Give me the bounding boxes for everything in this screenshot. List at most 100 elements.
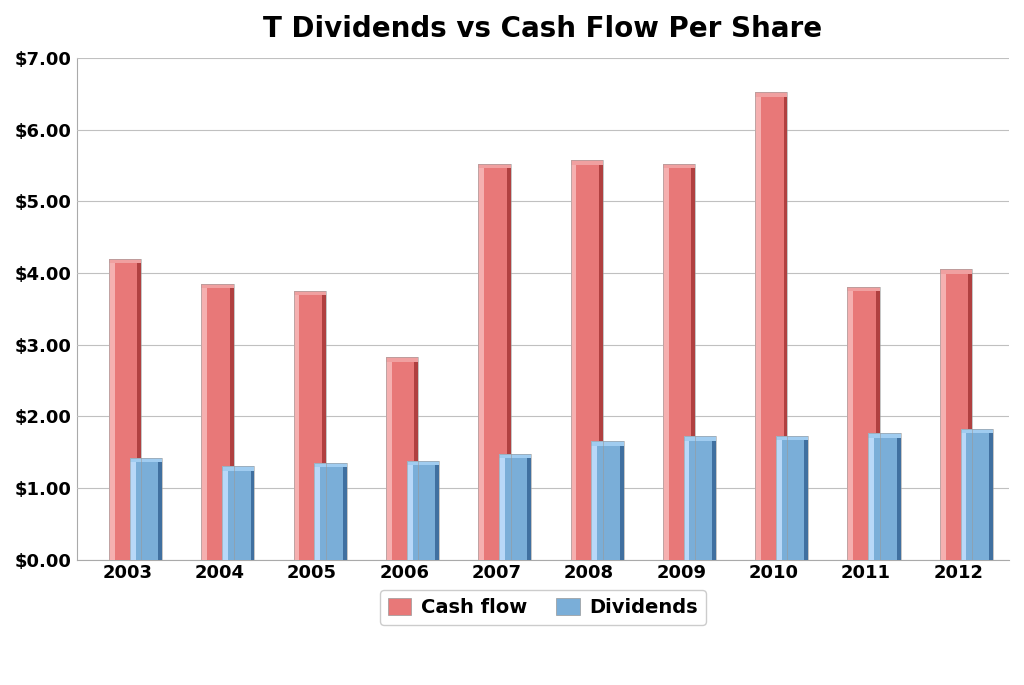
Bar	[684, 436, 689, 560]
Bar	[478, 164, 511, 560]
Bar	[407, 460, 439, 560]
Bar	[499, 454, 531, 458]
Bar	[663, 164, 695, 169]
Bar	[435, 460, 439, 560]
Bar	[776, 436, 808, 440]
Bar	[314, 463, 343, 560]
Bar	[940, 269, 969, 560]
Bar	[386, 358, 415, 560]
Bar	[130, 458, 159, 560]
Bar	[386, 358, 418, 560]
Bar	[876, 287, 880, 560]
Bar	[570, 160, 599, 560]
Bar	[755, 92, 787, 97]
Bar	[323, 290, 326, 560]
Bar	[961, 429, 967, 560]
Bar	[684, 436, 716, 440]
Bar	[591, 441, 597, 560]
Bar	[202, 284, 233, 560]
Bar	[663, 164, 669, 560]
Bar	[109, 258, 141, 263]
Bar	[755, 92, 761, 560]
Bar	[961, 429, 993, 560]
Bar	[570, 160, 577, 560]
Bar	[407, 460, 435, 560]
Bar	[130, 458, 162, 462]
Bar	[130, 458, 162, 560]
Bar	[848, 287, 880, 560]
Bar	[897, 434, 900, 560]
Bar	[868, 434, 900, 560]
Bar	[478, 164, 484, 560]
Bar	[940, 269, 945, 560]
Legend: Cash flow, Dividends: Cash flow, Dividends	[380, 590, 706, 625]
Bar	[314, 463, 321, 560]
Bar	[386, 358, 418, 362]
Bar	[407, 460, 413, 560]
Bar	[691, 164, 695, 560]
Bar	[848, 287, 876, 560]
Bar	[415, 358, 418, 560]
Bar	[222, 466, 251, 560]
Bar	[755, 92, 783, 560]
Bar	[868, 434, 900, 438]
Bar	[969, 269, 972, 560]
Bar	[527, 454, 531, 560]
Bar	[222, 466, 254, 560]
Bar	[848, 287, 853, 560]
Bar	[478, 164, 511, 169]
Bar	[294, 290, 326, 560]
Bar	[343, 463, 347, 560]
Bar	[507, 164, 511, 560]
Bar	[294, 290, 323, 560]
Bar	[961, 429, 993, 434]
Bar	[137, 258, 141, 560]
Bar	[109, 258, 115, 560]
Bar	[776, 436, 805, 560]
Bar	[591, 441, 624, 445]
Bar	[663, 164, 695, 560]
Bar	[570, 160, 603, 560]
Bar	[805, 436, 808, 560]
Bar	[294, 290, 326, 295]
Bar	[314, 463, 347, 560]
Bar	[202, 284, 229, 560]
Bar	[961, 429, 989, 560]
Bar	[478, 164, 507, 560]
Bar	[848, 287, 880, 292]
Bar	[776, 436, 781, 560]
Bar	[663, 164, 691, 560]
Bar	[251, 466, 254, 560]
Bar	[620, 441, 624, 560]
Bar	[202, 284, 207, 560]
Bar	[940, 269, 972, 273]
Bar	[109, 258, 137, 560]
Bar	[294, 290, 299, 560]
Bar	[591, 441, 624, 560]
Bar	[684, 436, 712, 560]
Bar	[222, 466, 228, 560]
Bar	[940, 269, 972, 560]
Bar	[868, 434, 897, 560]
Bar	[314, 463, 347, 467]
Bar	[684, 436, 716, 560]
Bar	[591, 441, 620, 560]
Bar	[783, 92, 787, 560]
Bar	[407, 460, 439, 465]
Bar	[202, 284, 233, 288]
Bar	[130, 458, 135, 560]
Bar	[499, 454, 505, 560]
Bar	[109, 258, 141, 560]
Bar	[499, 454, 531, 560]
Bar	[570, 160, 603, 164]
Bar	[159, 458, 162, 560]
Bar	[868, 434, 874, 560]
Bar	[229, 284, 233, 560]
Bar	[755, 92, 787, 560]
Bar	[989, 429, 993, 560]
Title: T Dividends vs Cash Flow Per Share: T Dividends vs Cash Flow Per Share	[263, 15, 822, 43]
Bar	[222, 466, 254, 471]
Bar	[776, 436, 808, 560]
Bar	[599, 160, 603, 560]
Bar	[499, 454, 527, 560]
